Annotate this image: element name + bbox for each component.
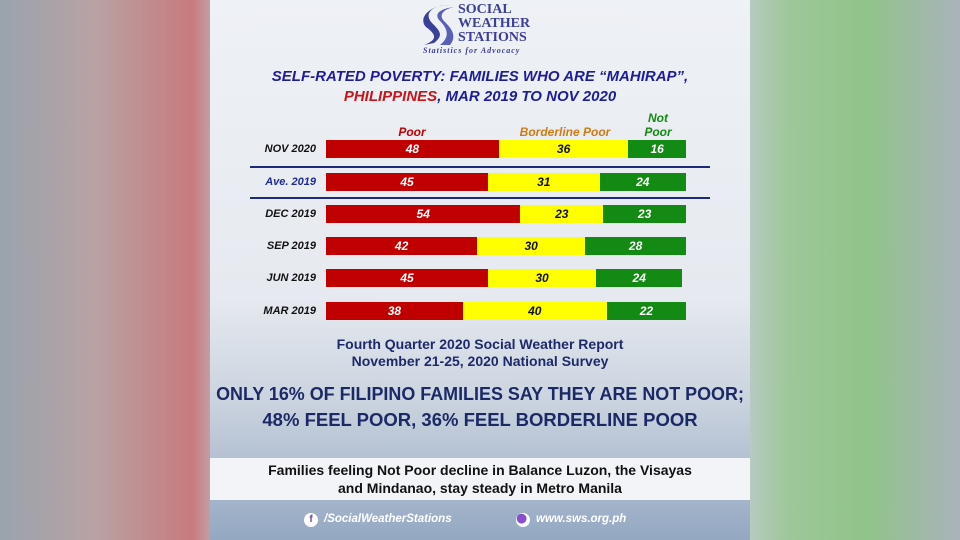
title-range: , MAR 2019 TO NOV 2020 [437,88,617,105]
bar-segment-poor: 38 [326,302,463,320]
logo-tagline: Statistics for Advocacy [423,46,521,55]
facebook-icon: f [304,513,318,527]
category-label: NOV 2020 [264,143,316,155]
bar-segment-poor: 54 [326,205,521,223]
summary-line2: and Mindanao, stay steady in Metro Manil… [338,480,622,496]
bar-segment-not-poor: 24 [599,173,686,191]
legend-not-poor-1: Not [648,111,668,125]
logo-text-2: WEATHER [458,16,531,31]
sws-logo-icon [423,5,454,45]
category-label: DEC 2019 [265,208,316,220]
headline-line2: 48% FEEL POOR, 36% FEEL BORDERLINE POOR [262,409,698,430]
headline-line1: ONLY 16% OF FILIPINO FAMILIES SAY THEY A… [216,383,744,404]
category-label: MAR 2019 [263,305,316,317]
bar-segment-poor: 48 [326,140,499,158]
summary-band [210,458,750,500]
chart-title-line2: PHILIPPINES, MAR 2019 TO NOV 2020 [210,88,750,106]
website-link[interactable]: www.sws.org.ph [536,513,627,525]
category-label: JUN 2019 [266,272,316,284]
survey-dates: November 21-25, 2020 National Survey [351,353,609,369]
bar-segment-poor: 45 [326,173,488,191]
bar-segment-poor: 45 [326,269,488,287]
legend-not-poor: Not Poor [630,111,686,139]
logo-text-1: SOCIAL [458,2,512,17]
category-label: Ave. 2019 [265,176,316,188]
bar-segment-borderline-poor: 30 [477,237,586,255]
legend-borderline: Borderline Poor [519,125,611,139]
bar-segment-borderline-poor: 23 [520,205,604,223]
divider-line [250,197,710,199]
chart-title-line1: SELF-RATED POVERTY: FAMILIES WHO ARE “MA… [271,68,689,85]
facebook-link[interactable]: /SocialWeatherStations [324,513,452,525]
bar-segment-not-poor: 22 [606,302,686,320]
sws-logo: SOCIAL WEATHER STATIONS Statistics for A… [420,2,545,56]
bar-segment-not-poor: 16 [628,140,686,158]
bar-segment-not-poor: 28 [585,237,686,255]
bar-segment-not-poor: 24 [596,269,683,287]
category-label: SEP 2019 [266,240,316,252]
legend-not-poor-2: Poor [644,125,672,139]
bar-segment-poor: 42 [326,237,478,255]
bar-segment-borderline-poor: 36 [498,140,629,158]
report-title: Fourth Quarter 2020 Social Weather Repor… [336,336,624,352]
title-country: PHILIPPINES [343,88,438,105]
bar-segment-borderline-poor: 31 [488,173,600,191]
globe-icon [516,513,530,527]
bar-segment-borderline-poor: 40 [462,302,607,320]
bar-segment-not-poor: 23 [603,205,686,223]
bar-segment-borderline-poor: 30 [488,269,596,287]
logo-text-3: STATIONS [458,30,527,45]
summary-line1: Families feeling Not Poor decline in Bal… [268,462,692,478]
divider-line [250,166,710,168]
legend-poor: Poor [398,125,426,139]
